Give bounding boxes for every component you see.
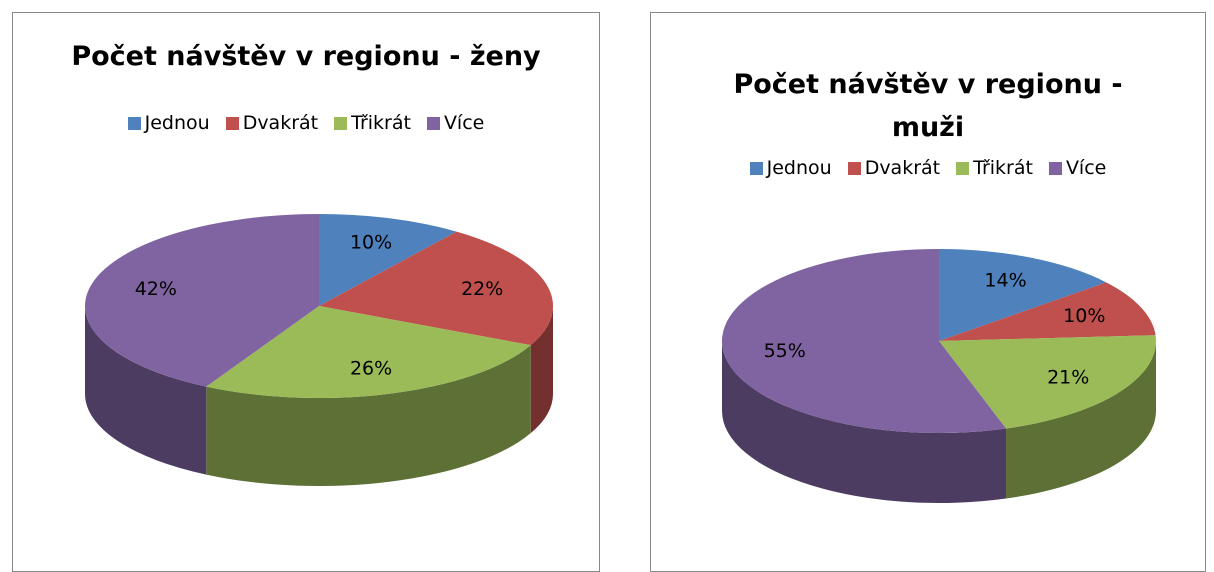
legend-item: Třikrát	[956, 157, 1033, 179]
pie-slice	[84, 214, 320, 387]
legend-label: Třikrát	[973, 157, 1033, 179]
legend-item: Více	[426, 112, 485, 134]
data-label: 26%	[350, 357, 392, 379]
legend-label: Jednou	[766, 157, 832, 179]
legend-swatch	[225, 116, 239, 130]
legend-item: Jednou	[749, 157, 832, 179]
data-label: 22%	[461, 278, 503, 300]
page: Počet návštěv v regionu - ženy Jednou Dva…	[12, 12, 1206, 572]
legend: Jednou Dvakrát Třikrát Více	[651, 157, 1205, 179]
legend-swatch	[127, 116, 141, 130]
legend: Jednou Dvakrát Třikrát Více	[13, 112, 599, 134]
pie-sides	[84, 306, 553, 486]
pie-slice	[722, 249, 1007, 433]
legend-swatch	[956, 161, 970, 175]
legend-item: Jednou	[127, 112, 210, 134]
legend-swatch	[749, 161, 763, 175]
legend-item: Dvakrát	[225, 112, 319, 134]
legend-label: Dvakrát	[864, 157, 941, 179]
pie-slice	[939, 249, 1107, 341]
pie-tops	[722, 249, 1156, 433]
chart-title: Počet návštěv v regionu - muži	[733, 69, 1123, 143]
pie-slice-side	[84, 306, 207, 475]
chart-panel: Počet návštěv v regionu - ženy Jednou Dva…	[12, 12, 600, 572]
pie-area: 14% 10% 21% 55%	[722, 249, 1156, 503]
legend-swatch	[426, 116, 440, 130]
data-label: 10%	[350, 232, 392, 254]
pie-slice-side	[206, 345, 531, 486]
data-label: 21%	[1047, 367, 1089, 389]
data-label: 14%	[984, 270, 1026, 292]
pie-slice-side	[1006, 341, 1156, 499]
legend-label: Třikrát	[351, 112, 411, 134]
pie-slice	[319, 231, 554, 346]
legend-item: Třikrát	[334, 112, 411, 134]
legend-label: Více	[443, 112, 485, 134]
chart-title: Počet návštěv v regionu - ženy	[71, 41, 541, 72]
pie-slice	[939, 335, 1156, 429]
chart-panel: Počet návštěv v regionu - muži Jednou Dva…	[650, 12, 1206, 572]
data-label: 42%	[135, 278, 177, 300]
legend-item: Více	[1048, 157, 1107, 179]
pie-area: 10% 22% 26% 42%	[84, 214, 554, 486]
legend-item: Dvakrát	[847, 157, 941, 179]
legend-swatch	[1048, 161, 1062, 175]
pie-slice	[319, 214, 457, 306]
pie-slice-side	[722, 341, 1007, 503]
legend-swatch	[334, 116, 348, 130]
data-label: 55%	[764, 340, 806, 362]
legend-swatch	[847, 161, 861, 175]
pie-slice	[939, 282, 1156, 341]
data-label: 10%	[1063, 305, 1105, 327]
legend-label: Jednou	[144, 112, 210, 134]
pie-slice	[206, 306, 531, 399]
pie-sides	[722, 341, 1156, 503]
pie-slice-side	[530, 306, 553, 434]
legend-label: Dvakrát	[242, 112, 319, 134]
pie-tops	[84, 214, 554, 399]
legend-label: Více	[1065, 157, 1107, 179]
